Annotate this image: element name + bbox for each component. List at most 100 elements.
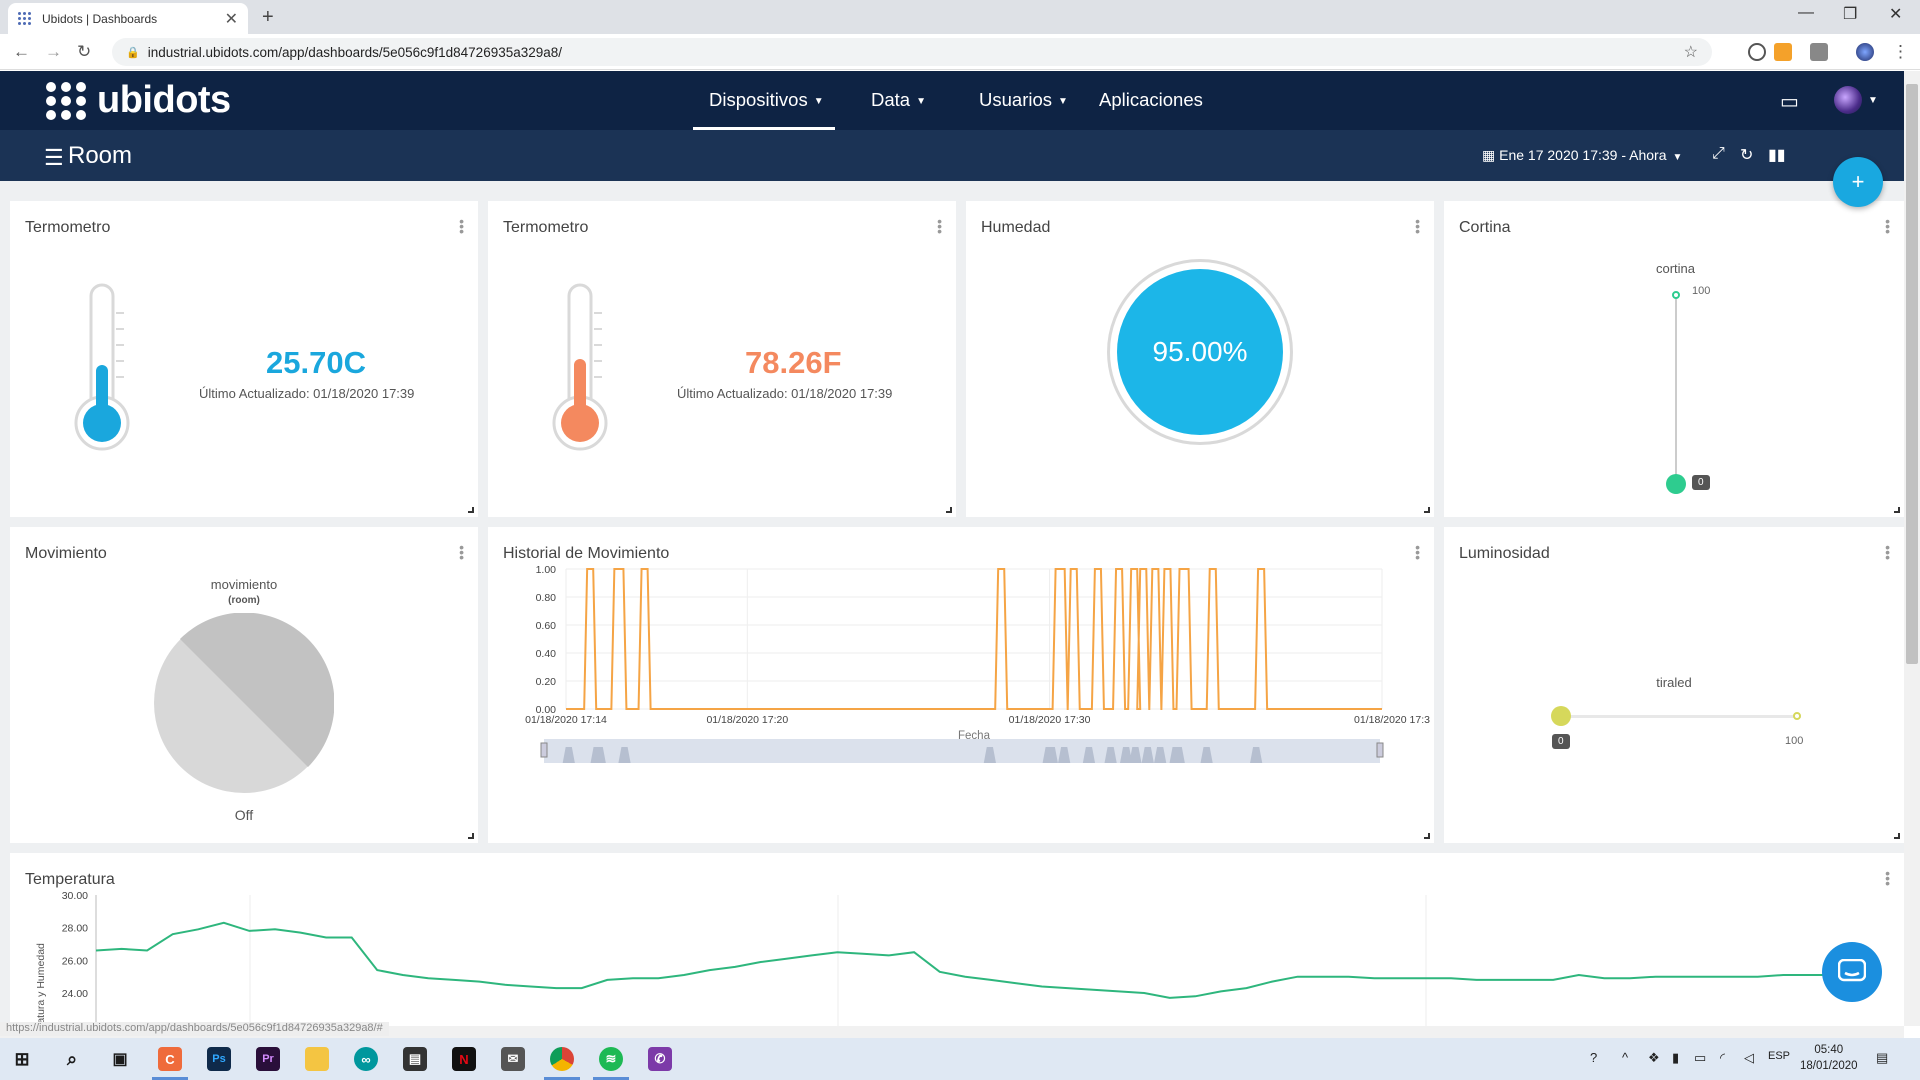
widget-menu-icon[interactable]: • • • xyxy=(1415,213,1420,239)
dropbox-icon[interactable]: ❖ xyxy=(1648,1050,1660,1065)
browser-menu-icon[interactable]: ⋮ xyxy=(1892,42,1909,61)
widget-title: Luminosidad xyxy=(1459,545,1550,562)
widget-menu-icon[interactable]: • • • xyxy=(937,213,942,239)
widget-termometro-c[interactable]: Termometro • • • 25.70C Último Actualizado… xyxy=(10,201,478,517)
menu-dispositivos[interactable]: Dispositivos ▼ xyxy=(709,89,824,111)
close-window-icon[interactable]: ✕ xyxy=(1889,6,1903,23)
browser-tab[interactable]: Ubidots | Dashboards ✕ xyxy=(8,3,248,34)
microphone-icon[interactable]: ▮ xyxy=(1672,1050,1680,1065)
resize-handle-icon[interactable] xyxy=(1894,507,1900,513)
vertical-scroll-thumb[interactable] xyxy=(1906,84,1918,664)
language-indicator[interactable]: ESP xyxy=(1768,1050,1791,1062)
widget-movimiento[interactable]: Movimiento • • • movimiento (room) Off xyxy=(10,527,478,843)
premiere-icon[interactable]: Pr xyxy=(256,1047,280,1071)
add-widget-button[interactable]: + xyxy=(1833,157,1883,207)
extension-orange-icon[interactable] xyxy=(1774,43,1792,61)
widget-menu-icon[interactable]: • • • xyxy=(459,213,464,239)
chrome-icon[interactable] xyxy=(550,1047,574,1071)
refresh-icon[interactable]: ↻ xyxy=(1740,147,1754,164)
dashboard-subheader: ☰ Room ▦ Ene 17 2020 17:39 - Ahora ▼ ⤢ ↻ … xyxy=(0,130,1904,181)
bookmark-star-icon[interactable]: ☆ xyxy=(1683,44,1698,61)
extension-cast-icon[interactable] xyxy=(1810,43,1828,61)
close-tab-icon[interactable]: ✕ xyxy=(224,10,238,28)
widget-menu-icon[interactable]: • • • xyxy=(1885,213,1890,239)
photoshop-icon[interactable]: Ps xyxy=(207,1047,231,1071)
horizontal-slider-track[interactable] xyxy=(1561,715,1801,718)
last-updated: Último Actualizado: 01/18/2020 17:39 xyxy=(199,386,415,401)
task-view-icon[interactable]: ▣ xyxy=(112,1051,128,1068)
menu-label: Dispositivos xyxy=(709,89,808,110)
reload-icon[interactable]: ↻ xyxy=(77,42,92,61)
resize-handle-icon[interactable] xyxy=(468,833,474,839)
spotify-icon[interactable]: ≋ xyxy=(599,1047,623,1071)
widget-menu-icon[interactable]: • • • xyxy=(1415,539,1420,565)
resize-handle-icon[interactable] xyxy=(468,507,474,513)
arduino-icon[interactable]: ∞ xyxy=(354,1047,378,1071)
url-field[interactable]: 🔒 industrial.ubidots.com/app/dashboards/… xyxy=(112,38,1712,66)
y-tick-label: 0.20 xyxy=(536,676,557,688)
profile-avatar-icon[interactable] xyxy=(1856,43,1874,61)
avatar-caret-icon[interactable]: ▼ xyxy=(1868,95,1878,106)
notifications-icon[interactable]: ▤ xyxy=(1876,1050,1889,1065)
resize-handle-icon[interactable] xyxy=(1424,507,1430,513)
lock-icon: 🔒 xyxy=(126,46,140,59)
menu-usuarios[interactable]: Usuarios ▼ xyxy=(979,89,1068,111)
y-tick-label: 0.40 xyxy=(536,648,557,660)
resize-handle-icon[interactable] xyxy=(1894,833,1900,839)
motion-series-line xyxy=(566,568,1382,710)
vertical-slider-track[interactable] xyxy=(1675,294,1677,484)
calendar-icon: ▦ xyxy=(1482,147,1500,163)
wifi-icon[interactable]: ◜ xyxy=(1720,1050,1726,1065)
widget-menu-icon[interactable]: • • • xyxy=(459,539,464,565)
battery-icon[interactable]: ▭ xyxy=(1694,1050,1707,1065)
last-updated: Último Actualizado: 01/18/2020 17:39 xyxy=(677,386,893,401)
hamburger-icon[interactable]: ☰ xyxy=(44,145,64,170)
extension-block-icon[interactable] xyxy=(1748,43,1766,61)
ubidots-logo[interactable]: ubidots xyxy=(46,79,231,122)
resize-handle-icon[interactable] xyxy=(1424,833,1430,839)
fullscreen-icon[interactable]: ⤢ xyxy=(1712,145,1725,162)
dashboard-canvas: Termometro • • • 25.70C Último Actualizado… xyxy=(0,181,1904,1033)
slider-label: tiraled xyxy=(1656,675,1692,690)
chat-button[interactable] xyxy=(1822,942,1882,1002)
file-explorer-icon[interactable] xyxy=(305,1047,329,1071)
date-range-picker[interactable]: ▦ Ene 17 2020 17:39 - Ahora ▼ xyxy=(1482,147,1682,164)
forward-icon[interactable]: → xyxy=(45,42,62,61)
widget-temperatura[interactable]: Temperatura • • • 30.00 28.00 26.00 24.00 erat… xyxy=(10,853,1904,1033)
store-icon[interactable]: ▤ xyxy=(403,1047,427,1071)
whatsapp-icon[interactable]: ✆ xyxy=(648,1047,672,1071)
dashboard-settings-icon[interactable]: ▮▮ xyxy=(1768,147,1786,164)
taskbar-clock[interactable]: 05:40 18/01/2020 xyxy=(1800,1042,1858,1074)
menu-label: Data xyxy=(871,89,911,110)
slider-handle[interactable] xyxy=(1666,474,1686,494)
menu-data[interactable]: Data ▼ xyxy=(871,89,926,111)
back-icon[interactable]: ← xyxy=(13,42,30,61)
user-avatar[interactable] xyxy=(1834,86,1862,114)
netflix-icon[interactable]: N xyxy=(452,1047,476,1071)
y-tick-label: 0.80 xyxy=(536,592,557,604)
help-icon[interactable]: ? xyxy=(1590,1050,1598,1065)
volume-icon[interactable]: ◁ xyxy=(1744,1050,1754,1065)
widget-termometro-f[interactable]: Termometro • • • 78.26F Último Actualizado… xyxy=(488,201,956,517)
new-tab-icon[interactable]: + xyxy=(262,6,274,28)
widget-menu-icon[interactable]: • • • xyxy=(1885,539,1890,565)
horizontal-scrollbar[interactable] xyxy=(0,1026,1904,1038)
search-icon[interactable]: ⌕ xyxy=(66,1048,78,1069)
y-tick-label: 24.00 xyxy=(62,988,88,1000)
menu-aplicaciones[interactable]: Aplicaciones xyxy=(1099,89,1203,111)
widget-menu-icon[interactable]: • • • xyxy=(1885,865,1890,891)
tray-chevron-icon[interactable]: ^ xyxy=(1622,1050,1629,1065)
resize-handle-icon[interactable] xyxy=(946,507,952,513)
slider-handle[interactable] xyxy=(1551,706,1571,726)
widget-cortina[interactable]: Cortina • • • cortina 100 0 xyxy=(1444,201,1904,517)
widget-humedad[interactable]: Humedad • • • 95.00% xyxy=(966,201,1434,517)
windows-start-icon[interactable]: ⊞ xyxy=(14,1048,30,1069)
restore-icon[interactable]: ❐ xyxy=(1843,6,1858,23)
app-c-icon[interactable]: C xyxy=(158,1047,182,1071)
clock-date: 18/01/2020 xyxy=(1800,1060,1858,1072)
widget-luminosidad[interactable]: Luminosidad • • • tiraled 0 100 xyxy=(1444,527,1904,843)
widget-historial-movimiento[interactable]: Historial de Movimiento • • • 1.00 0.80 0.60… xyxy=(488,527,1434,843)
minimize-icon[interactable]: — xyxy=(1798,4,1814,21)
inbox-icon[interactable]: ▭ xyxy=(1780,91,1799,113)
mail-icon[interactable]: ✉ xyxy=(501,1047,525,1071)
